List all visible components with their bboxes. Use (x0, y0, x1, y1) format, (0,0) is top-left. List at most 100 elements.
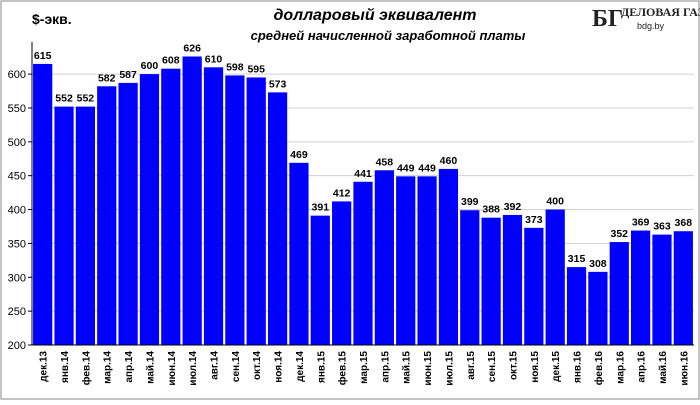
bar (417, 176, 437, 345)
y-tick-label: 350 (8, 238, 26, 250)
data-label: 308 (589, 258, 607, 270)
x-tick-label: май.15 (402, 351, 413, 384)
x-tick-label: июн.16 (679, 351, 690, 386)
x-tick-label: апр.14 (124, 351, 135, 383)
data-label: 595 (247, 63, 265, 75)
x-tick-label: окт.15 (508, 351, 519, 380)
x-tick-label: окт.14 (252, 351, 263, 380)
bar (460, 210, 480, 345)
bar (438, 168, 459, 345)
bar (545, 209, 565, 345)
bar (33, 63, 53, 345)
bar (97, 86, 117, 346)
bar (502, 214, 523, 345)
x-tick-label: май.16 (658, 351, 669, 384)
data-label: 598 (226, 61, 244, 73)
data-label: 412 (333, 187, 351, 199)
chart-subtitle: средней начисленной заработной платы (251, 28, 526, 43)
data-label: 400 (546, 196, 564, 208)
y-tick-label: 300 (8, 272, 26, 284)
data-label: 469 (290, 149, 308, 161)
data-label: 315 (568, 253, 586, 265)
bar (566, 267, 587, 345)
y-tick-label: 600 (8, 69, 26, 81)
data-label: 441 (354, 168, 372, 180)
x-tick-label: мар.16 (615, 351, 626, 384)
y-tick-label: 550 (8, 103, 26, 115)
data-label: 610 (205, 53, 223, 65)
x-tick-label: янв.16 (573, 351, 584, 383)
bar (139, 74, 160, 345)
data-label: 600 (141, 60, 159, 72)
bars (33, 56, 693, 346)
x-tick-label: дек.14 (295, 351, 306, 382)
x-tick-label: ноя.15 (530, 351, 541, 383)
data-label: 391 (312, 202, 330, 214)
x-tick-label: дек.13 (39, 351, 50, 382)
x-tick-label: сен.15 (487, 351, 498, 383)
logo: БГ ДЕЛОВАЯ ГАЗЕТА bdg.by (592, 5, 700, 32)
bar (631, 230, 651, 345)
x-tick-label: авг.15 (466, 351, 477, 380)
x-tick-label: сен.14 (231, 351, 242, 383)
bar (161, 68, 181, 345)
bar (54, 106, 74, 345)
bar (353, 181, 373, 345)
y-tick-label: 200 (8, 340, 26, 352)
y-tick-label: 250 (8, 306, 26, 318)
x-axis-ticks: дек.13 янв.14 фев.14 мар.14 апр.14 май.14 июн.… (39, 351, 691, 386)
data-label: 449 (397, 162, 415, 174)
x-tick-label: май.14 (145, 351, 156, 384)
x-tick-label: фев.14 (80, 351, 92, 386)
data-label: 392 (504, 201, 522, 213)
bar (203, 67, 224, 346)
bar (588, 271, 608, 345)
bar (524, 227, 544, 345)
x-tick-label: фев.16 (593, 351, 605, 386)
x-tick-label: апр.15 (380, 351, 391, 383)
bar (332, 201, 352, 345)
bar (118, 82, 138, 346)
x-tick-label: апр.16 (637, 351, 648, 383)
x-tick-label: ноя.14 (274, 351, 285, 383)
data-label: 626 (183, 42, 201, 54)
data-label: 449 (418, 162, 436, 174)
bar (182, 56, 202, 346)
bar (310, 215, 330, 345)
y-tick-label: 500 (8, 137, 26, 149)
x-tick-label: янв.14 (60, 351, 71, 383)
bar (609, 242, 629, 345)
bar (374, 170, 394, 345)
y-tick-label: 450 (8, 171, 26, 183)
bar (673, 231, 693, 345)
data-label: 608 (162, 55, 180, 67)
chart-title: долларовый эквивалент (273, 7, 476, 24)
data-label: 373 (525, 214, 543, 226)
x-tick-label: мар.14 (103, 351, 114, 384)
bar (289, 162, 309, 345)
bar (396, 176, 416, 345)
bar (652, 234, 672, 345)
data-label: 552 (77, 93, 95, 105)
bar (481, 217, 501, 345)
data-label: 369 (632, 217, 650, 229)
data-label: 368 (675, 217, 693, 229)
bar (246, 77, 266, 346)
y-axis-label: $-экв. (32, 11, 72, 27)
data-label: 615 (34, 50, 52, 62)
x-tick-label: авг.14 (210, 351, 221, 380)
x-tick-label: июл.15 (444, 351, 455, 386)
x-tick-label: июн.15 (423, 351, 434, 386)
y-tick-label: 400 (8, 205, 26, 217)
data-label: 573 (269, 78, 287, 90)
bar (267, 92, 288, 345)
logo-name: ДЕЛОВАЯ ГАЗЕТА (621, 5, 700, 19)
data-label: 582 (98, 72, 116, 84)
x-tick-label: фев.15 (337, 351, 349, 386)
y-axis-ticks: 200 250 300 350 400 450 500 550 600 (8, 69, 32, 352)
data-label: 352 (610, 228, 628, 240)
data-label: 363 (653, 221, 671, 233)
